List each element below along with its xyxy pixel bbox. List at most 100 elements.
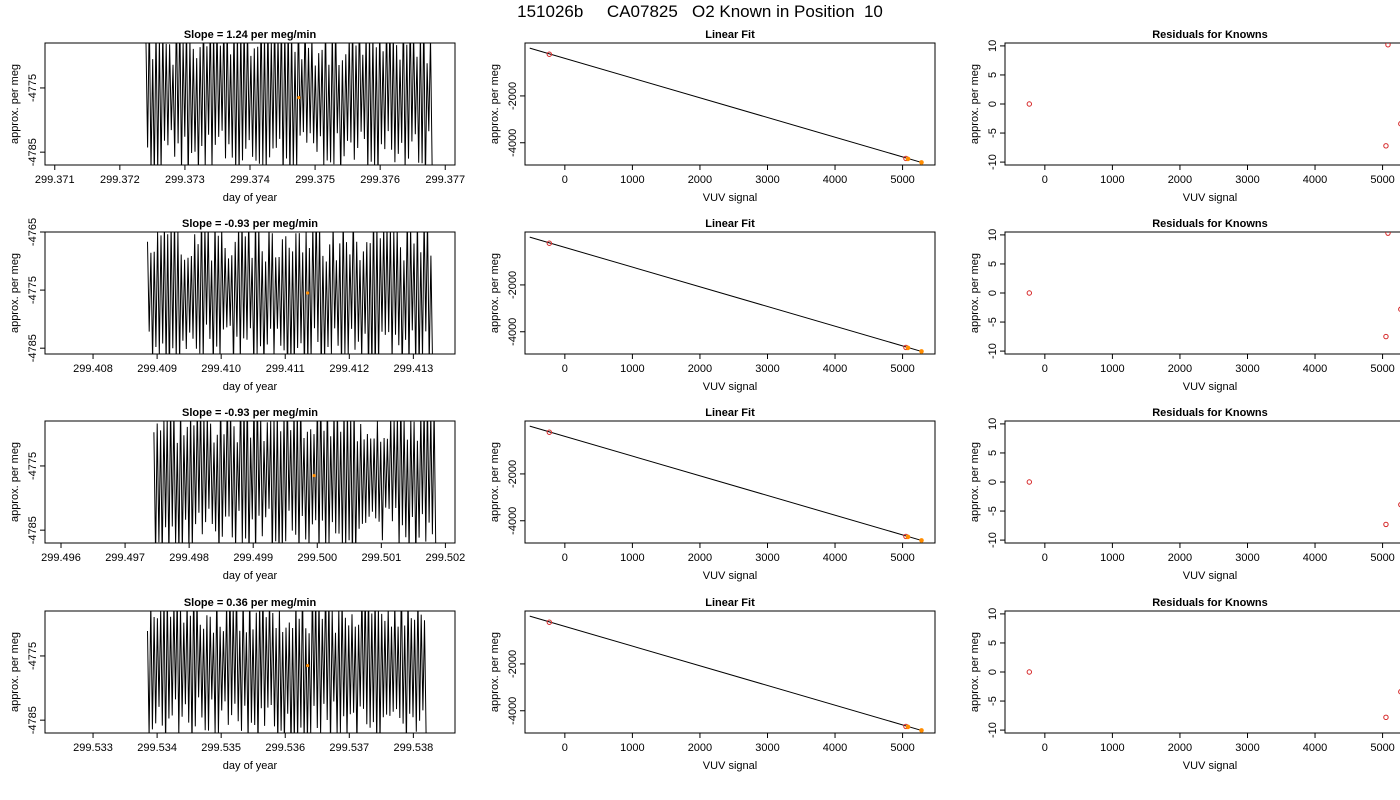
- plot-frame: [524, 42, 936, 166]
- x-tick-label: 299.411: [266, 363, 305, 375]
- y-tick-label: -2000: [507, 82, 519, 110]
- y-tick-label: -4785: [27, 138, 39, 166]
- x-tick-label: 2000: [1168, 174, 1192, 186]
- plot-frame: [1004, 420, 1400, 544]
- y-tick-label: -4775: [27, 276, 39, 304]
- fit-line: [529, 615, 922, 731]
- x-tick-label: 299.410: [201, 363, 241, 375]
- x-tick-label: 1000: [1100, 742, 1124, 754]
- x-tick-label: 299.537: [329, 742, 369, 754]
- x-tick-label: 299.533: [73, 742, 113, 754]
- y-tick-label: -4000: [507, 129, 519, 157]
- x-tick-label: 1000: [620, 174, 644, 186]
- x-tick-label: 299.412: [329, 363, 369, 375]
- plot-area: [529, 425, 924, 543]
- chart-title: Residuals for Knowns: [1152, 29, 1268, 41]
- fit-line: [529, 47, 922, 163]
- x-axis-label: VUV signal: [703, 760, 757, 772]
- data-point: [919, 349, 924, 354]
- y-tick-label: 10: [987, 229, 999, 241]
- x-tick-label: 2000: [688, 552, 712, 564]
- y-tick-label: 5: [987, 261, 999, 267]
- chart-panel-4: Slope = -0.93 per meg/min 299.408 299.409 2…: [9, 218, 456, 393]
- x-tick-label: 299.377: [425, 174, 465, 186]
- y-axis-label: approx. per meg: [489, 253, 501, 333]
- x-tick-label: 4000: [823, 363, 847, 375]
- y-axis-label: approx. per meg: [489, 442, 501, 522]
- plot-area: [529, 615, 924, 733]
- data-point: [546, 429, 553, 435]
- x-tick-label: 2000: [688, 742, 712, 754]
- x-axis-label: day of year: [223, 760, 278, 772]
- plot-area: [1026, 479, 1400, 528]
- y-tick-label: -10: [987, 343, 999, 359]
- chart-title: Slope = -0.93 per meg/min: [182, 407, 318, 419]
- x-tick-label: 0: [1042, 174, 1048, 186]
- fit-line: [529, 425, 922, 541]
- x-tick-label: 299.501: [361, 552, 401, 564]
- data-trace-line: [145, 43, 433, 165]
- chart-panel-1: Slope = 1.24 per meg/min 299.371 299.372 29…: [9, 29, 465, 204]
- plot-frame: [524, 420, 936, 544]
- data-point: [546, 619, 553, 625]
- y-axis-label: approx. per meg: [489, 64, 501, 144]
- mean-marker-point: [312, 473, 316, 478]
- x-axis-label: day of year: [223, 570, 278, 582]
- x-tick-label: 3000: [755, 363, 779, 375]
- x-tick-label: 4000: [1303, 742, 1327, 754]
- x-tick-label: 299.499: [233, 552, 273, 564]
- chart-panel-12: Residuals for Knowns 0 1000 2000 3000 4000 500…: [969, 597, 1400, 772]
- chart-title: Residuals for Knowns: [1152, 597, 1268, 609]
- x-tick-label: 299.534: [137, 742, 177, 754]
- plot-area: [1026, 232, 1400, 340]
- y-tick-label: -4775: [27, 642, 39, 670]
- x-tick-label: 0: [562, 742, 568, 754]
- x-tick-label: 299.500: [297, 552, 337, 564]
- chart-title: Linear Fit: [705, 597, 755, 609]
- plot-area: [529, 236, 924, 354]
- x-tick-label: 299.371: [35, 174, 75, 186]
- y-tick-label: -4775: [27, 452, 39, 480]
- x-tick-label: 1000: [620, 742, 644, 754]
- chart-title: Slope = -0.93 per meg/min: [182, 218, 318, 230]
- plot-frame: [44, 420, 456, 544]
- plot-frame: [44, 231, 456, 355]
- y-tick-label: 0: [987, 101, 999, 107]
- residual-point: [1385, 43, 1391, 48]
- x-tick-label: 299.376: [360, 174, 400, 186]
- residual-point: [1383, 333, 1389, 340]
- x-tick-label: 5000: [1370, 363, 1394, 375]
- residual-point: [1383, 143, 1389, 149]
- plot-frame: [1004, 42, 1400, 166]
- y-tick-label: -2000: [507, 460, 519, 488]
- y-axis-label: approx. per meg: [9, 64, 21, 144]
- mean-marker-point: [297, 95, 301, 100]
- y-axis-label: approx. per meg: [969, 632, 981, 712]
- x-tick-label: 0: [562, 174, 568, 186]
- chart-title: Slope = 0.36 per meg/min: [184, 597, 317, 609]
- x-tick-label: 299.372: [100, 174, 140, 186]
- x-tick-label: 0: [1042, 363, 1048, 375]
- x-tick-label: 299.497: [105, 552, 145, 564]
- x-tick-label: 4000: [1303, 552, 1327, 564]
- x-axis-label: VUV signal: [703, 381, 757, 393]
- chart-panel-9: Residuals for Knowns 0 1000 2000 3000 4000 500…: [969, 407, 1400, 582]
- x-tick-label: 299.536: [265, 742, 305, 754]
- x-tick-label: 299.535: [201, 742, 241, 754]
- x-tick-label: 0: [1042, 552, 1048, 564]
- residual-point: [1398, 502, 1400, 508]
- y-tick-label: -4785: [27, 334, 39, 362]
- y-tick-label: 5: [987, 450, 999, 456]
- chart-panel-6: Residuals for Knowns 0 1000 2000 3000 4000 500…: [969, 218, 1400, 393]
- chart-title: Slope = 1.24 per meg/min: [184, 29, 317, 41]
- mean-marker-point: [306, 663, 310, 668]
- x-tick-label: 3000: [1235, 363, 1259, 375]
- y-tick-label: 5: [987, 72, 999, 78]
- plot-area: [147, 232, 433, 354]
- chart-panel-2: Linear Fit 0 1000 2000 3000 4000 5000 -2000 -400…: [489, 29, 936, 204]
- x-tick-label: 299.408: [73, 363, 113, 375]
- residual-point: [1026, 479, 1033, 485]
- x-tick-label: 3000: [1235, 552, 1259, 564]
- x-tick-label: 299.496: [41, 552, 81, 564]
- x-tick-label: 1000: [620, 363, 644, 375]
